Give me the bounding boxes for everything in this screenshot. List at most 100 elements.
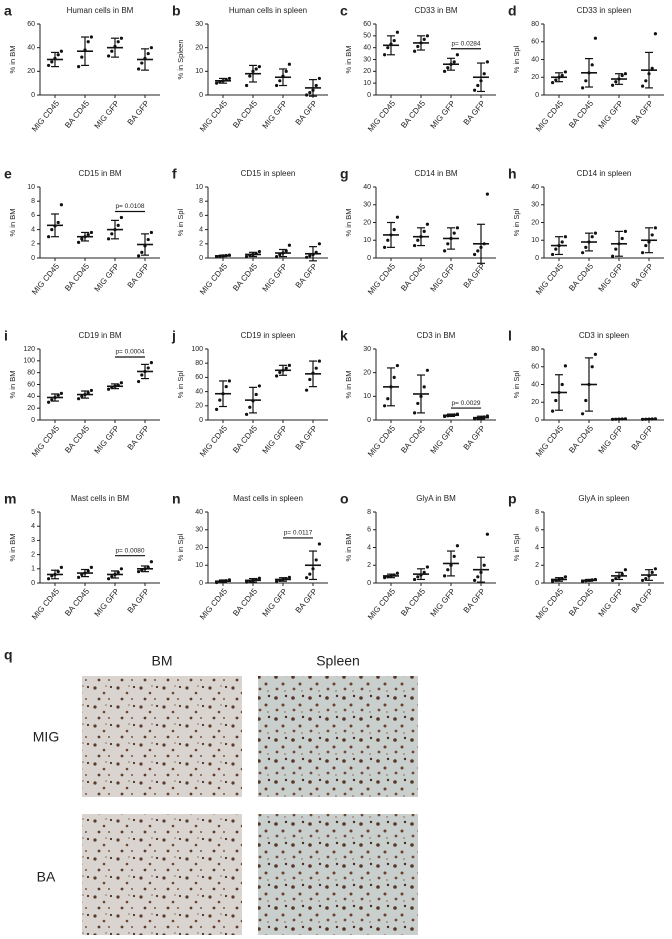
panel-letter: a bbox=[4, 3, 12, 19]
chart-panel: j CD19 in spleen % in Spl 0 20 40 60 80 100 MIG C… bbox=[171, 328, 328, 459]
panel-letter: q bbox=[4, 647, 13, 663]
y-tick-label: 30 bbox=[195, 21, 203, 28]
data-point bbox=[317, 359, 321, 363]
data-point bbox=[554, 247, 558, 251]
data-point bbox=[50, 228, 54, 232]
data-point bbox=[137, 67, 141, 71]
panel-letter: o bbox=[340, 491, 349, 507]
y-tick-label: 80 bbox=[531, 21, 539, 28]
data-point bbox=[446, 242, 450, 246]
panel-letter: j bbox=[171, 328, 176, 344]
y-tick-label: 0 bbox=[199, 580, 203, 587]
data-point bbox=[452, 231, 456, 235]
data-point bbox=[278, 370, 282, 375]
chart-panel: d CD33 in spleen % in Spl 0 20 40 60 80 MIG CD45… bbox=[508, 3, 664, 134]
data-point bbox=[149, 230, 153, 235]
x-tick-label: BA GFP bbox=[126, 587, 151, 615]
data-point bbox=[248, 405, 252, 409]
data-point bbox=[425, 368, 429, 372]
data-point bbox=[476, 83, 480, 88]
x-tick-label: BA CD45 bbox=[231, 98, 259, 129]
histology-panel: q BM Spleen MIG BA bbox=[4, 647, 418, 935]
y-tick-label: 4 bbox=[367, 544, 371, 551]
y-tick-label: 1 bbox=[31, 566, 35, 573]
y-axis-label: % in Spl bbox=[512, 45, 521, 73]
p-value: p= 0.0284 bbox=[451, 40, 480, 47]
data-point bbox=[89, 388, 93, 393]
x-tick-label: BA GFP bbox=[462, 99, 487, 127]
y-tick-label: 8 bbox=[199, 198, 203, 205]
y-axis-label: % in BM bbox=[344, 371, 353, 399]
data-point bbox=[383, 53, 387, 57]
panel-letter: c bbox=[340, 3, 348, 19]
y-tick-label: 10 bbox=[27, 184, 35, 191]
data-point bbox=[386, 397, 390, 401]
data-point bbox=[47, 400, 51, 404]
x-tick-label: BA GFP bbox=[126, 424, 151, 452]
data-point bbox=[59, 49, 64, 53]
data-point bbox=[47, 235, 51, 239]
data-point bbox=[392, 228, 396, 232]
x-tick-label: MIG GFP bbox=[93, 424, 122, 456]
y-tick-label: 10 bbox=[363, 237, 371, 244]
data-point bbox=[416, 44, 420, 49]
data-point bbox=[284, 249, 288, 253]
data-point bbox=[77, 240, 81, 244]
y-tick-label: 60 bbox=[27, 381, 35, 388]
data-point bbox=[284, 69, 288, 73]
chart-panel: g CD14 in BM % in BM 0 10 20 30 40 MIG CD45 BA CD… bbox=[340, 166, 496, 297]
y-tick-label: 4 bbox=[31, 226, 35, 233]
data-point bbox=[287, 62, 291, 66]
data-point bbox=[614, 247, 618, 251]
data-point bbox=[452, 554, 456, 558]
x-tick-label: BA GFP bbox=[630, 262, 655, 290]
data-point bbox=[593, 36, 598, 40]
chart-panel: b Human cells in spleen % in Spleen 0 10 20 30… bbox=[172, 3, 328, 134]
data-point bbox=[278, 79, 282, 83]
x-tick-label: MIG GFP bbox=[261, 587, 290, 619]
y-axis-label: % in Spl bbox=[512, 208, 521, 236]
y-tick-label: 30 bbox=[195, 527, 203, 534]
data-point bbox=[425, 222, 429, 226]
y-tick-label: 60 bbox=[531, 39, 539, 46]
x-tick-label: BA CD45 bbox=[231, 586, 259, 617]
data-point bbox=[308, 572, 312, 576]
data-point bbox=[395, 215, 399, 219]
p-value: p= 0.0004 bbox=[115, 349, 144, 356]
data-point bbox=[254, 392, 258, 397]
y-tick-label: 40 bbox=[531, 381, 539, 388]
data-point bbox=[584, 245, 588, 249]
data-point bbox=[653, 32, 658, 36]
data-point bbox=[218, 398, 222, 402]
data-point bbox=[422, 37, 426, 41]
data-point bbox=[89, 230, 93, 235]
data-point bbox=[245, 83, 249, 88]
y-tick-label: 6 bbox=[367, 527, 371, 534]
x-tick-label: BA GFP bbox=[126, 262, 151, 290]
column-label: BM bbox=[152, 653, 173, 669]
data-point bbox=[560, 382, 564, 387]
x-tick-label: MIG CD45 bbox=[198, 98, 230, 133]
data-point bbox=[59, 203, 64, 207]
data-point bbox=[563, 364, 568, 368]
row-label: MIG bbox=[33, 729, 59, 745]
panel-letter: k bbox=[340, 328, 348, 344]
y-tick-label: 80 bbox=[531, 346, 539, 353]
data-point bbox=[455, 226, 459, 230]
y-tick-label: 100 bbox=[23, 358, 35, 365]
data-point bbox=[119, 36, 123, 40]
data-point bbox=[149, 46, 153, 50]
data-point bbox=[650, 570, 654, 574]
x-tick-label: MIG CD45 bbox=[534, 586, 566, 621]
x-tick-label: MIG CD45 bbox=[534, 261, 566, 296]
panel-letter: i bbox=[4, 328, 8, 344]
y-tick-label: 80 bbox=[27, 370, 35, 377]
chart-title: Human cells in spleen bbox=[229, 6, 307, 15]
y-tick-label: 20 bbox=[363, 68, 371, 75]
data-point bbox=[644, 79, 648, 83]
chart-title: CD33 in BM bbox=[414, 6, 457, 15]
histology-image bbox=[258, 676, 418, 797]
x-tick-label: BA CD45 bbox=[399, 586, 427, 617]
data-point bbox=[257, 250, 261, 254]
data-point bbox=[56, 570, 60, 574]
